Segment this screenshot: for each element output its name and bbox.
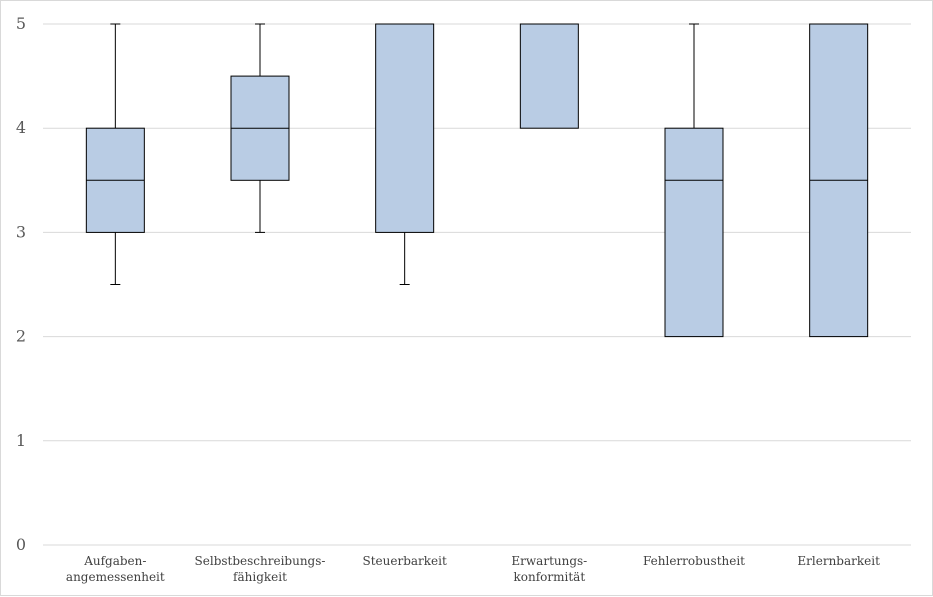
y-tick-label-5: 5 (16, 14, 26, 33)
box-group-1 (85, 23, 145, 285)
x-tick-label-2-line-1: Selbstbeschreibungs- (195, 554, 326, 568)
y-tick-label-0: 0 (16, 535, 26, 554)
box-group-6 (809, 23, 869, 338)
x-axis-tick-labels: Aufgaben-angemessenheit Selbstbeschreibun… (66, 554, 880, 584)
box-group-3 (375, 23, 435, 285)
gridlines (43, 23, 911, 546)
x-tick-label-4-line-1: Erwartungs- (511, 554, 587, 568)
x-tick-label-3: Steuerbarkeit (363, 554, 447, 568)
x-tick-label-1-line-1: Aufgaben- (83, 554, 146, 568)
boxes (85, 23, 869, 338)
box-group-2 (230, 23, 290, 233)
iqr-box (375, 23, 435, 233)
y-tick-label-3: 3 (16, 222, 26, 241)
iqr-box (664, 127, 724, 338)
x-tick-label-2-line-2: fähigkeit (233, 570, 287, 584)
box-group-4 (519, 23, 579, 129)
y-axis-tick-labels: 0 1 2 3 4 5 (16, 14, 26, 554)
x-tick-label-1-line-2: angemessenheit (66, 570, 165, 584)
x-tick-label-5: Fehlerrobustheit (643, 554, 745, 568)
y-tick-label-2: 2 (16, 327, 26, 346)
iqr-box (519, 23, 579, 129)
x-tick-label-6: Erlernbarkeit (797, 554, 880, 568)
y-tick-label-1: 1 (16, 431, 26, 450)
x-tick-label-4-line-2: konformität (514, 570, 586, 584)
box-group-5 (664, 23, 724, 338)
y-tick-label-4: 4 (16, 118, 26, 137)
